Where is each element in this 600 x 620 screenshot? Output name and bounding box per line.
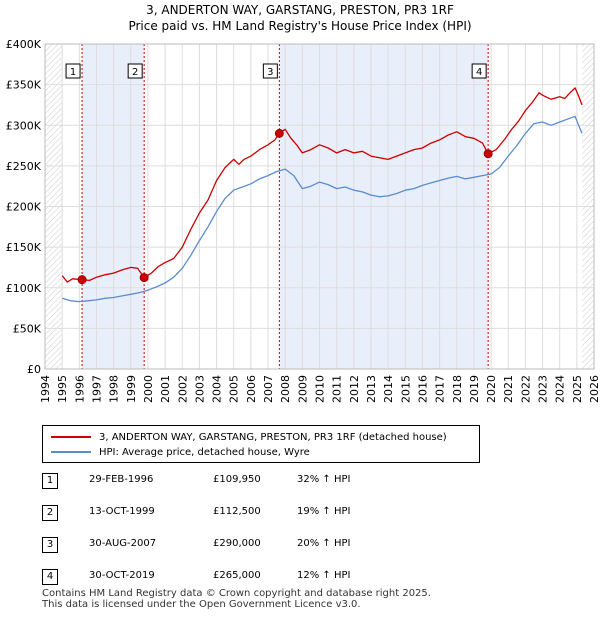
x-tick-label: 1998 [108, 375, 121, 403]
y-tick-label: £50K [13, 322, 42, 335]
x-tick-label: 2001 [159, 375, 172, 403]
x-tick-label: 2005 [228, 375, 241, 403]
x-tick-label: 2023 [537, 375, 550, 403]
transaction-hpi: 19% ↑ HPI [297, 506, 351, 517]
transaction-number: 1 [42, 473, 58, 489]
chart-legend: 3, ANDERTON WAY, GARSTANG, PRESTON, PR3 … [42, 425, 480, 463]
x-tick-label: 2021 [502, 375, 515, 403]
legend-item-hpi: HPI: Average price, detached house, Wyre [51, 445, 310, 459]
transaction-price: £290,000 [213, 538, 261, 549]
x-tick-label: 1999 [125, 375, 138, 403]
chart-title-line1: 3, ANDERTON WAY, GARSTANG, PRESTON, PR3 … [146, 3, 454, 17]
table-row: 1 29-FEB-1996 £109,950 32% ↑ HPI [42, 472, 462, 490]
x-tick-label: 2018 [451, 375, 464, 403]
table-row: 4 30-OCT-2019 £265,000 12% ↑ HPI [42, 568, 462, 586]
x-tick-label: 2019 [468, 375, 481, 403]
y-tick-label: £150K [6, 241, 42, 254]
footer-note: Contains HM Land Registry data © Crown c… [42, 588, 431, 610]
x-tick-label: 2002 [176, 375, 189, 403]
y-tick-label: £200K [6, 201, 42, 214]
transaction-date: 13-OCT-1999 [89, 506, 155, 517]
y-tick-label: £400K [6, 38, 42, 51]
x-tick-label: 1994 [39, 375, 52, 403]
x-tick-label: 2004 [211, 375, 224, 403]
transaction-number: 4 [42, 569, 58, 585]
transaction-number: 3 [42, 537, 58, 553]
x-tick-label: 2017 [434, 375, 447, 403]
transaction-date: 30-OCT-2019 [89, 570, 155, 581]
sale-point [139, 273, 149, 283]
transaction-price: £112,500 [213, 506, 261, 517]
x-tick-label: 2025 [571, 375, 584, 403]
x-tick-label: 2011 [331, 375, 344, 403]
table-row: 2 13-OCT-1999 £112,500 19% ↑ HPI [42, 504, 462, 522]
x-tick-label: 1997 [90, 375, 103, 403]
x-tick-label: 2024 [554, 375, 567, 403]
x-tick-label: 2003 [193, 375, 206, 403]
x-tick-label: 2014 [382, 375, 395, 403]
transaction-price: £109,950 [213, 474, 261, 485]
sale-label-number: 3 [267, 67, 273, 78]
legend-item-property: 3, ANDERTON WAY, GARSTANG, PRESTON, PR3 … [51, 430, 447, 444]
x-tick-label: 2010 [314, 375, 327, 403]
transaction-price: £265,000 [213, 570, 261, 581]
sale-point [483, 149, 493, 159]
legend-label-property: 3, ANDERTON WAY, GARSTANG, PRESTON, PR3 … [99, 431, 447, 443]
property-price-line [61, 87, 583, 283]
legend-swatch-hpi [51, 451, 91, 453]
transaction-hpi: 12% ↑ HPI [297, 570, 351, 581]
hpi-line [62, 115, 583, 303]
sale-point [77, 275, 87, 285]
x-tick-label: 1996 [73, 375, 86, 403]
chart-title-line2: Price paid vs. HM Land Registry's House … [128, 19, 472, 33]
legend-swatch-property [51, 436, 91, 438]
sale-point [274, 128, 284, 138]
table-row: 3 30-AUG-2007 £290,000 20% ↑ HPI [42, 536, 462, 554]
transaction-hpi: 32% ↑ HPI [297, 474, 351, 485]
x-tick-label: 2022 [519, 375, 532, 403]
sale-label-box [471, 63, 487, 79]
transaction-number: 2 [42, 505, 58, 521]
x-tick-label: 2000 [142, 375, 155, 403]
x-tick-label: 2016 [416, 375, 429, 403]
transaction-date: 29-FEB-1996 [89, 474, 154, 485]
footer-line-1: Contains HM Land Registry data © Crown c… [42, 588, 431, 599]
x-tick-label: 2009 [296, 375, 309, 403]
sale-label-number: 2 [132, 67, 138, 78]
transaction-hpi: 20% ↑ HPI [297, 538, 351, 549]
x-tick-label: 2013 [365, 375, 378, 403]
footer-line-2: This data is licensed under the Open Gov… [42, 599, 361, 610]
y-tick-label: £300K [6, 119, 42, 132]
sale-label-box [262, 63, 278, 79]
y-tick-label: £100K [6, 282, 42, 295]
sale-label-number: 4 [476, 67, 482, 78]
x-tick-label: 2012 [348, 375, 361, 403]
plot-border [44, 43, 595, 370]
y-tick-label: £0 [27, 363, 41, 376]
price-chart: 1 2 3 4 £0 £50K £100K £150K £200K £250K £300K £350… [6, 38, 600, 403]
legend-label-hpi: HPI: Average price, detached house, Wyre [99, 446, 310, 458]
x-tick-label: 2026 [588, 375, 600, 403]
x-tick-label: 2020 [485, 375, 498, 403]
x-tick-label: 2007 [262, 375, 275, 403]
x-tick-label: 1995 [56, 375, 69, 403]
y-tick-label: £350K [6, 79, 42, 92]
sale-label-number: 1 [70, 67, 76, 78]
sale-label-box [127, 63, 143, 79]
sale-label-box [65, 63, 81, 79]
x-tick-label: 2006 [245, 375, 258, 403]
x-tick-label: 2015 [399, 375, 412, 403]
transaction-date: 30-AUG-2007 [89, 538, 157, 549]
y-tick-label: £250K [6, 160, 42, 173]
x-tick-label: 2008 [279, 375, 292, 403]
